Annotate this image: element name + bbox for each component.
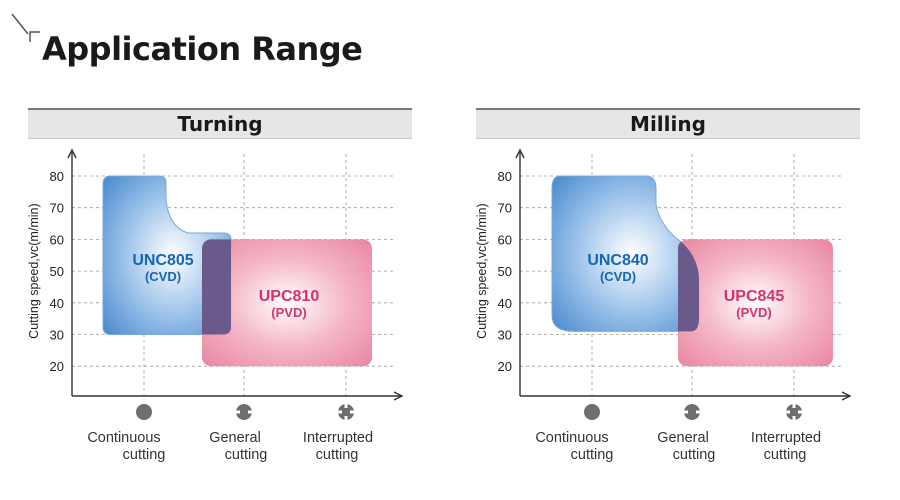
cvd-grade-label: UNC805 [132,252,193,269]
y-tick-label: 60 [50,232,64,247]
x-axis-arrow [841,391,852,401]
y-tick-label: 80 [50,169,64,184]
y-axis-label: Cutting speed,vc(m/min) [27,203,41,338]
pvd-coating-label: (PVD) [271,305,306,320]
pvd-region [678,239,833,367]
y-tick-label: 40 [50,296,64,311]
cvd-coating-label: (CVD) [145,269,181,284]
y-axis-arrow [515,148,525,159]
y-tick-label: 70 [498,201,512,216]
continuous-cutting-icon [136,404,152,420]
category-label-line1: General [209,430,261,446]
pvd-grade-label: UPC810 [259,288,320,305]
category-label-line1: Continuous [87,430,160,446]
category-label-line2: cutting [571,447,614,463]
x-axis-arrow [393,391,404,401]
category-label-line1: Continuous [535,430,608,446]
turning-panel-header: Turning [28,108,412,139]
y-tick-label: 20 [50,359,64,374]
category-label-line2: cutting [225,447,268,463]
category-label-line1: Interrupted [751,430,821,446]
y-tick-label: 30 [498,328,512,343]
interrupted-cutting-icon [337,403,355,421]
continuous-cutting-icon [584,404,600,420]
y-axis-label: Cutting speed,vc(m/min) [475,203,489,338]
milling-chart: 80 70 60 50 40 30 20 UNC840(CVD) UPC845(PVD) Cutt… [475,148,852,463]
category-label-line2: cutting [316,447,359,463]
category-label-line2: cutting [123,447,166,463]
category-label-line2: cutting [673,447,716,463]
category-label-line2: cutting [764,447,807,463]
y-tick-label: 70 [50,201,64,216]
turning-chart: 80 70 60 50 40 30 20 UNC805(CVD) UPC810(PVD) Cutt… [27,148,404,463]
page-title: Application Range [42,30,363,68]
cvd-coating-label: (CVD) [600,269,636,284]
y-tick-label: 30 [50,328,64,343]
interrupted-cutting-icon [785,403,803,421]
cvd-grade-label: UNC840 [587,252,648,269]
general-cutting-icon [683,404,701,420]
category-label-line1: Interrupted [303,430,373,446]
y-tick-label: 60 [498,232,512,247]
category-label-line1: General [657,430,709,446]
y-tick-label: 50 [50,264,64,279]
y-tick-label: 80 [498,169,512,184]
cvd-region [102,175,232,335]
pvd-region [202,239,372,367]
y-tick-label: 40 [498,296,512,311]
general-cutting-icon [235,404,253,420]
y-axis-arrow [67,148,77,159]
y-tick-label: 50 [498,264,512,279]
y-tick-label: 20 [498,359,512,374]
pvd-grade-label: UPC845 [724,288,785,305]
milling-panel-header: Milling [476,108,860,139]
corner-mark [11,13,40,42]
pvd-coating-label: (PVD) [736,305,771,320]
